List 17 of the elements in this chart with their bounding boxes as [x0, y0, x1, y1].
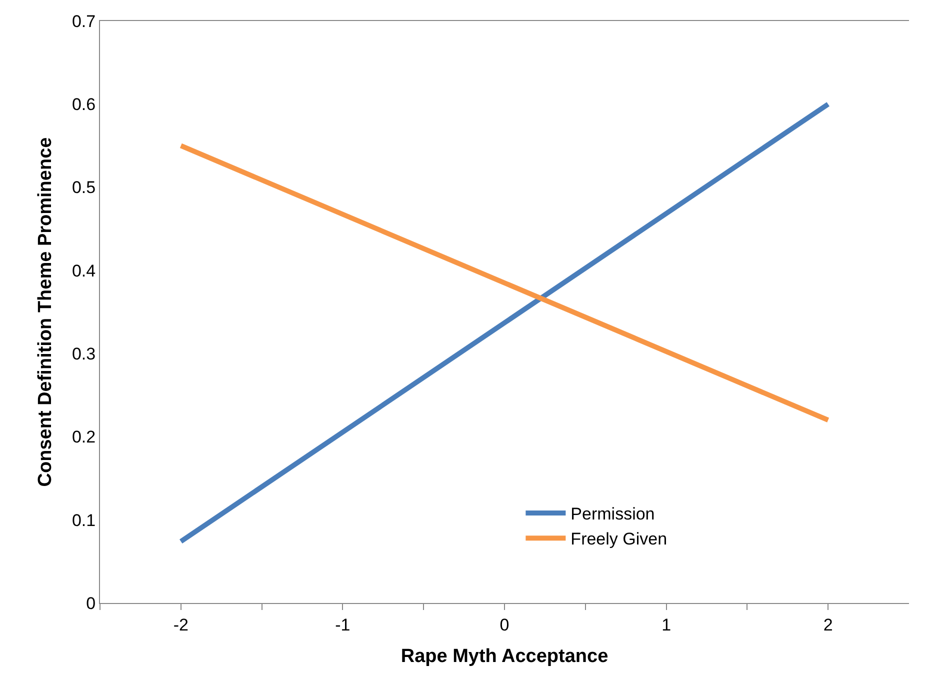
x-tick-label: 2	[823, 615, 833, 634]
y-tick-label: 0.6	[72, 95, 96, 114]
y-tick-label: 0.7	[72, 12, 96, 31]
x-tick-label: 0	[500, 615, 510, 634]
legend-label: Permission	[570, 504, 655, 524]
legend-label: Freely Given	[570, 530, 668, 549]
y-tick-label: 0.2	[72, 428, 96, 447]
x-tick-label: -2	[173, 615, 188, 634]
x-axis-title: Rape Myth Acceptance	[400, 646, 608, 668]
y-tick-label: 0.3	[72, 344, 96, 364]
y-tick-label: 0	[86, 594, 96, 613]
y-tick-label: 0.1	[72, 510, 96, 530]
y-tick-label: 0.4	[72, 261, 96, 280]
x-tick-label: -1	[335, 615, 350, 634]
x-tick-label: 1	[662, 615, 672, 634]
y-axis-title: Consent Definition Theme Prominence	[34, 137, 56, 487]
y-tick-label: 0.5	[72, 178, 96, 198]
